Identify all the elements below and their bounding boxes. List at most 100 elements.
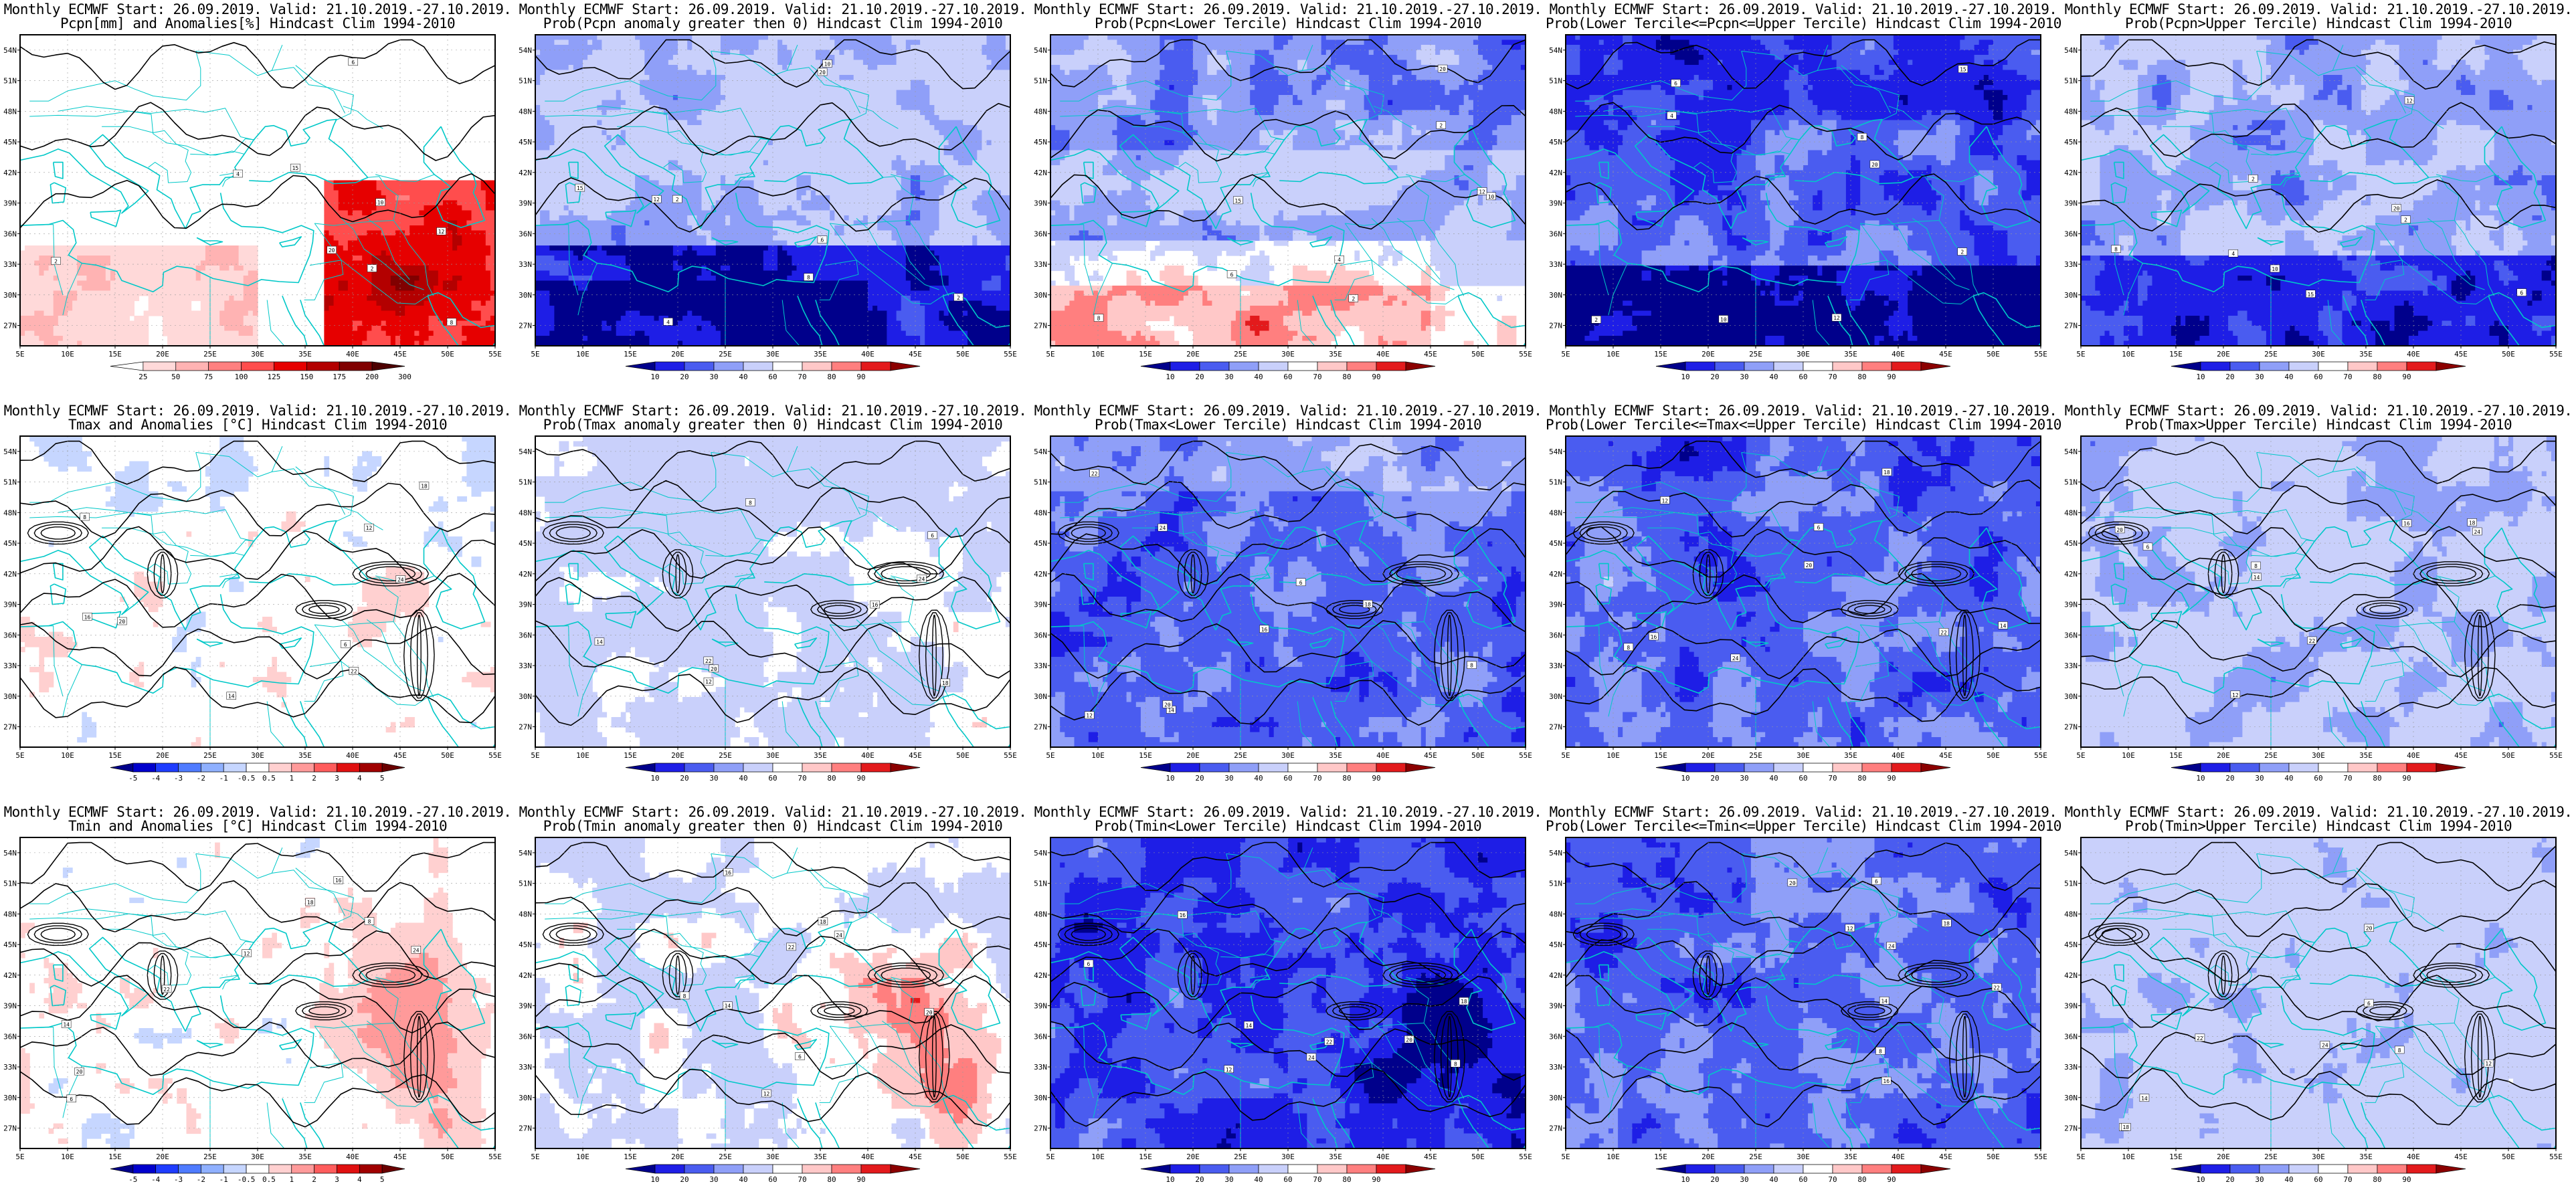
isoline-label: 8 bbox=[749, 500, 752, 506]
lon-label: 25E bbox=[2264, 751, 2278, 760]
country-border bbox=[711, 847, 798, 879]
isoline-label: 8 bbox=[683, 993, 686, 999]
panel-pcpn-prob-lower-tercile: Monthly ECMWF Start: 26.09.2019. Valid: … bbox=[1030, 0, 1546, 401]
isoline-label: 22 bbox=[1091, 471, 1098, 477]
colorbar-tick-label: 40 bbox=[1254, 1175, 1263, 1184]
river bbox=[58, 106, 255, 156]
lon-label: 15E bbox=[1654, 751, 1667, 760]
coastline bbox=[2257, 638, 2284, 647]
mountain-isoline bbox=[1440, 612, 1459, 699]
river bbox=[573, 106, 770, 156]
colorbar-tick-label: 70 bbox=[1313, 373, 1321, 381]
lon-label: 20E bbox=[671, 1152, 684, 1161]
panel-title-line2: Prob(Tmax<Lower Tercile) Hindcast Clim 1… bbox=[1094, 417, 1482, 433]
mountain-isoline bbox=[1854, 605, 1885, 614]
mountain-isoline bbox=[1071, 526, 1107, 540]
isoline-label: 18 bbox=[307, 900, 314, 906]
lat-label: 30N bbox=[1549, 692, 1562, 701]
coastline bbox=[1080, 182, 1097, 204]
colorbar-swatch bbox=[291, 763, 314, 773]
isoline-label-box bbox=[2404, 96, 2415, 104]
colorbar-swatch bbox=[2171, 361, 2201, 371]
isoline-label: 14 bbox=[1168, 707, 1174, 713]
colorbar-tick-label: 20 bbox=[1195, 373, 1204, 381]
country-border bbox=[545, 509, 769, 542]
lon-label: 40E bbox=[1376, 1152, 1390, 1161]
lon-label: 35E bbox=[298, 350, 312, 359]
geography bbox=[1566, 847, 2041, 1148]
coastline bbox=[567, 161, 579, 179]
river bbox=[1812, 300, 1831, 346]
coastline bbox=[942, 292, 1010, 346]
coastline bbox=[2110, 182, 2127, 204]
coastline bbox=[815, 701, 840, 747]
river bbox=[1297, 300, 1315, 346]
colorbar-swatch bbox=[1376, 763, 1406, 773]
isoline-label-box bbox=[367, 264, 377, 272]
isoline-label: 20 bbox=[119, 619, 126, 625]
lat-label: 27N bbox=[3, 723, 17, 732]
lat-label: 45N bbox=[3, 539, 17, 548]
river bbox=[58, 908, 255, 959]
lon-label: 20E bbox=[1186, 350, 1200, 359]
country-border bbox=[314, 223, 428, 304]
mountain-isoline bbox=[1699, 952, 1718, 997]
lon-label: 30E bbox=[2312, 350, 2325, 359]
colorbar-tick-label: 80 bbox=[1857, 373, 1866, 381]
isoline-label: 22 bbox=[788, 944, 795, 950]
lat-label: 51N bbox=[1549, 77, 1562, 86]
colorbar-tick-label: -4 bbox=[151, 1175, 161, 1184]
colorbar-swatch bbox=[2406, 361, 2437, 371]
colorbar-tick-label: 90 bbox=[2402, 774, 2411, 783]
isoline bbox=[20, 930, 495, 987]
lat-label: 27N bbox=[1549, 1124, 1562, 1133]
mountain-isoline bbox=[153, 952, 172, 997]
colorbar-tick-label: 60 bbox=[1799, 373, 1807, 381]
colorbar-tick-label: 40 bbox=[2284, 373, 2293, 381]
isoline-label-box bbox=[2467, 518, 2477, 526]
colorbar-swatch bbox=[2347, 361, 2378, 371]
colorbar-swatch bbox=[1685, 763, 1716, 773]
isoline-label: 16 bbox=[1261, 627, 1268, 633]
isoline-label: 24 bbox=[2474, 529, 2480, 535]
isoline-label: 8 bbox=[2254, 563, 2258, 569]
lon-label: 25E bbox=[1749, 1152, 1762, 1161]
country-border bbox=[2332, 468, 2415, 522]
river bbox=[266, 1102, 285, 1148]
colorbar-swatch bbox=[1405, 361, 1436, 371]
coastline bbox=[20, 193, 314, 292]
isoline-label: 8 bbox=[807, 275, 810, 281]
coastline bbox=[1330, 300, 1356, 346]
isoline-label: 6 bbox=[344, 641, 347, 647]
isoline-label: 10 bbox=[1488, 194, 1495, 200]
lat-label: 27N bbox=[1034, 1124, 1047, 1133]
country-border bbox=[1250, 172, 1270, 187]
lon-label: 5E bbox=[2076, 350, 2085, 359]
colorbar-tick-label: 40 bbox=[739, 373, 747, 381]
colorbar-swatch bbox=[831, 361, 862, 371]
colorbar: 10 20 30 40 60 70 80 90 bbox=[1140, 1164, 1436, 1184]
colorbar-swatch bbox=[713, 1164, 744, 1174]
isoline-label: 22 bbox=[163, 987, 170, 993]
lon-label: 5E bbox=[531, 751, 539, 760]
colorbar-tick-label: 0.5 bbox=[262, 774, 276, 783]
isoline-label: 4 bbox=[1338, 257, 1341, 263]
coastline bbox=[50, 985, 66, 1007]
colorbar-tick-label: 30 bbox=[1740, 1175, 1748, 1184]
panel-title-line1: Monthly ECMWF Start: 26.09.2019. Valid: … bbox=[1549, 804, 2057, 820]
colorbar-tick-label: 60 bbox=[2314, 373, 2322, 381]
geography bbox=[2081, 446, 2556, 747]
lon-label: 40E bbox=[1892, 751, 1905, 760]
country-border bbox=[2435, 174, 2496, 182]
isoline-label: 24 bbox=[413, 947, 420, 953]
colorbar-tick-label: 10 bbox=[1166, 373, 1174, 381]
isoline-label: 8 bbox=[368, 919, 371, 925]
mountain-isoline bbox=[2470, 612, 2489, 699]
